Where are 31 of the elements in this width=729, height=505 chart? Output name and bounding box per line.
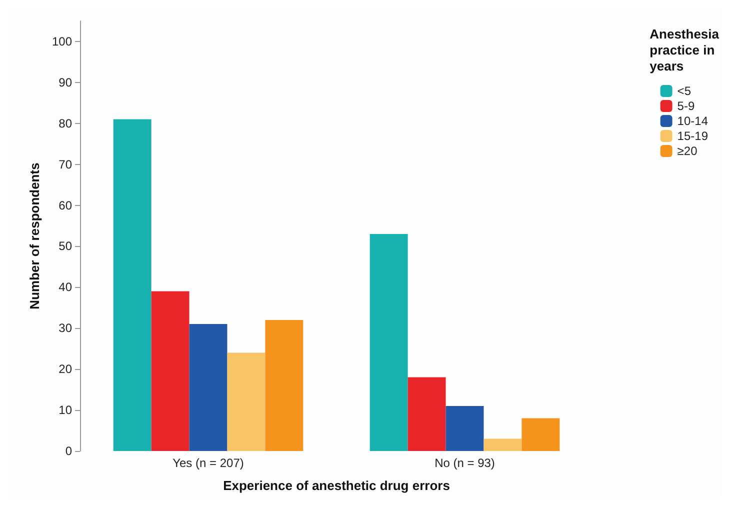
y-tick-label: 100 xyxy=(52,34,72,48)
y-tick-label: 10 xyxy=(58,403,72,418)
bar xyxy=(522,418,560,451)
y-axis-title: Number of respondents xyxy=(27,162,42,310)
y-tick-label: 0 xyxy=(65,444,72,458)
y-tick-label: 70 xyxy=(58,157,72,172)
legend-label: <5 xyxy=(677,84,692,98)
bar xyxy=(113,119,152,451)
y-tick-label: 30 xyxy=(58,321,72,336)
legend-label: 10-14 xyxy=(677,114,708,128)
legend-label: 15-19 xyxy=(677,129,708,143)
legend-label: 5-9 xyxy=(677,99,695,113)
bar xyxy=(446,406,484,451)
legend-title: Anesthesia practice in years xyxy=(650,26,720,74)
bar xyxy=(189,324,228,451)
x-tick-label: No (n = 93) xyxy=(434,456,495,470)
x-tick-label: Yes (n = 207) xyxy=(172,456,244,470)
bar xyxy=(227,352,266,451)
y-tick-label: 90 xyxy=(58,75,72,90)
bar xyxy=(151,291,190,451)
y-tick-label: 50 xyxy=(58,239,72,254)
x-axis-title: Experience of anesthetic drug errors xyxy=(223,478,450,493)
bar xyxy=(408,377,446,451)
y-tick-label: 80 xyxy=(58,116,72,130)
y-tick-label: 60 xyxy=(58,198,72,212)
bar xyxy=(265,320,304,451)
bar xyxy=(484,438,522,451)
y-tick-label: 40 xyxy=(58,280,72,294)
bar xyxy=(370,234,408,451)
legend-label: ≥20 xyxy=(677,144,698,158)
y-tick-label: 20 xyxy=(58,362,72,376)
